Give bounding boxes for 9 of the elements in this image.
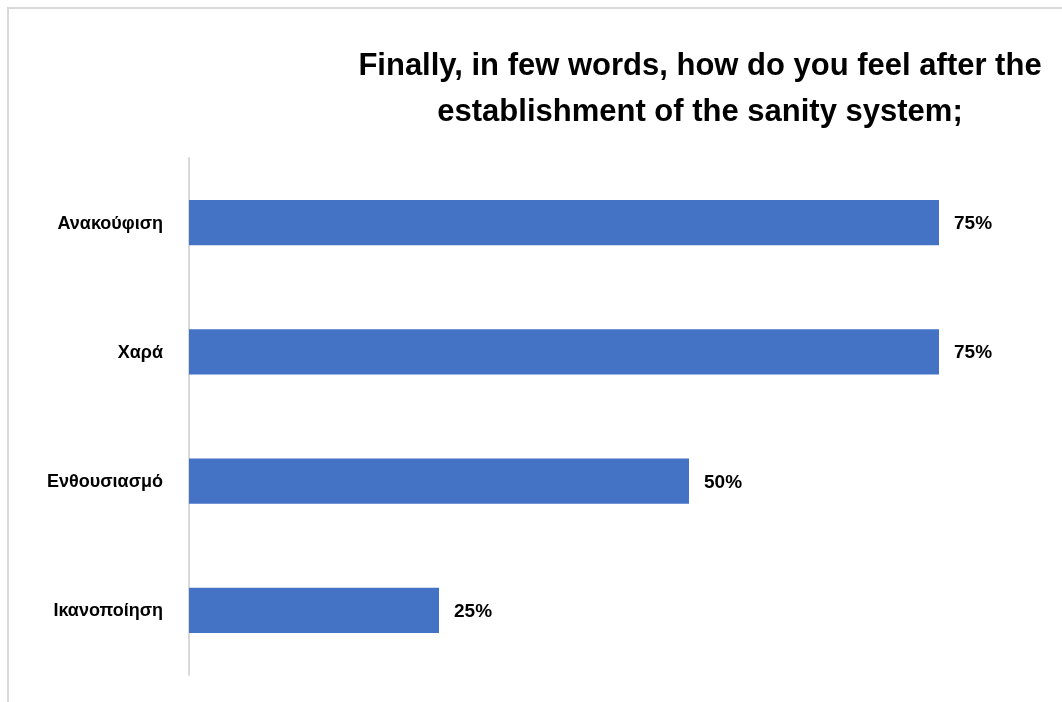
y-tick-label: Ανακούφιση bbox=[57, 212, 163, 233]
chart-title: Finally, in few words, how do you feel after the establishment of the sanity system; bbox=[358, 46, 1042, 128]
data-label: 75% bbox=[954, 341, 993, 363]
data-label: 75% bbox=[954, 212, 993, 234]
y-tick-label: Ικανοποίηση bbox=[53, 600, 163, 621]
y-tick-label: Ενθουσιασμό bbox=[47, 471, 163, 492]
y-tick-label: Χαρά bbox=[117, 341, 163, 362]
data-label: 25% bbox=[454, 599, 493, 621]
data-label: 50% bbox=[704, 470, 743, 492]
